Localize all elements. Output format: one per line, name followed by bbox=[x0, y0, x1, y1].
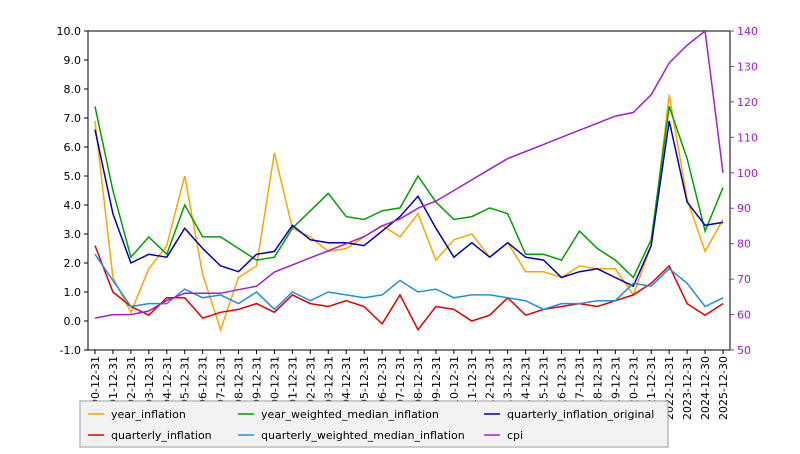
x-tick-label: 2023-12-31 bbox=[681, 356, 694, 420]
y2-tick-label: 80 bbox=[737, 238, 751, 251]
y-tick-label: 6.0 bbox=[64, 141, 82, 154]
legend-label: quarterly_weighted_median_inflation bbox=[261, 429, 465, 442]
x-tick-label: 2025-12-30 bbox=[717, 356, 730, 420]
legend-label: year_inflation bbox=[111, 408, 186, 421]
y2-tick-label: 70 bbox=[737, 273, 751, 286]
y-tick-label: 2.0 bbox=[64, 257, 82, 270]
series-line bbox=[94, 120, 724, 288]
legend-label: year_weighted_median_inflation bbox=[261, 408, 439, 421]
y2-tick-label: 90 bbox=[737, 202, 751, 215]
y2-tick-label: 120 bbox=[737, 96, 758, 109]
x-tick-label: 2024-12-30 bbox=[699, 356, 712, 420]
y2-tick-label: 100 bbox=[737, 167, 758, 180]
y2-tick-label: 110 bbox=[737, 131, 758, 144]
legend-label: quarterly_inflation bbox=[111, 429, 212, 442]
y2-tick-label: 50 bbox=[737, 344, 751, 357]
legend-label: quarterly_inflation_original bbox=[507, 408, 654, 421]
y-tick-label: -1.0 bbox=[60, 344, 81, 357]
y2-tick-label: 140 bbox=[737, 25, 758, 38]
y-tick-label: 0.0 bbox=[64, 315, 82, 328]
series-line bbox=[94, 253, 724, 311]
legend-box bbox=[79, 400, 669, 448]
series-line bbox=[94, 94, 724, 333]
legend: year_inflation year_weighted_median_infla… bbox=[79, 400, 669, 448]
series-line bbox=[94, 29, 724, 319]
legend-label: cpi bbox=[507, 429, 523, 442]
y2-tick-label: 130 bbox=[737, 60, 758, 73]
y-tick-label: 4.0 bbox=[64, 199, 82, 212]
y-tick-label: 5.0 bbox=[64, 170, 82, 183]
y-tick-label: 8.0 bbox=[64, 83, 82, 96]
plot-frame bbox=[87, 30, 731, 351]
y-tick-label: 10.0 bbox=[57, 25, 82, 38]
y-tick-label: 1.0 bbox=[64, 286, 82, 299]
y-tick-label: 9.0 bbox=[64, 54, 82, 67]
y2-tick-label: 60 bbox=[737, 309, 751, 322]
y-tick-label: 7.0 bbox=[64, 112, 82, 125]
y-tick-label: 3.0 bbox=[64, 228, 82, 241]
series-line bbox=[94, 106, 724, 279]
series-line bbox=[94, 245, 724, 332]
